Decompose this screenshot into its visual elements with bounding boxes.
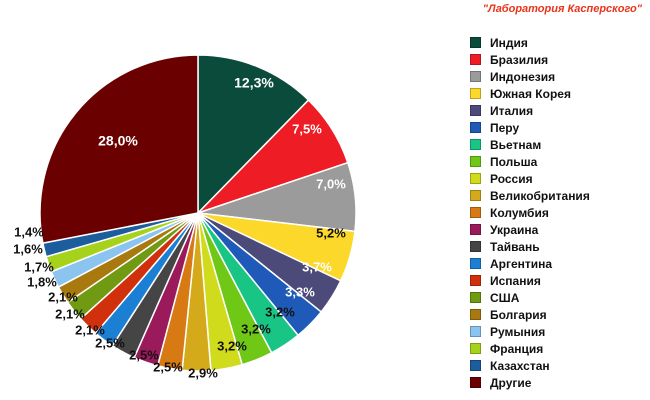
legend-item-20: Другие (470, 374, 590, 391)
legend-swatch (470, 326, 481, 337)
slice-value-label-11: 2,5% (129, 347, 159, 362)
slice-value-label-4: 3,7% (302, 259, 332, 274)
slice-value-label-9: 2,9% (188, 365, 218, 380)
legend-item-15: США (470, 289, 590, 306)
legend-label: Перу (490, 120, 520, 135)
legend-label: Румыния (490, 324, 546, 339)
legend-item-7: Польша (470, 153, 590, 170)
legend-swatch (470, 224, 481, 235)
legend-swatch (470, 37, 481, 48)
legend-label: Аргентина (490, 256, 553, 271)
legend-label: Италия (490, 103, 534, 118)
legend-label: Вьетнам (490, 137, 542, 152)
legend-label: Индонезия (490, 69, 556, 84)
slice-value-label-2: 7,0% (316, 176, 346, 191)
legend-swatch (470, 360, 481, 371)
legend-label: Колумбия (490, 205, 549, 220)
legend-item-3: Южная Корея (470, 85, 590, 102)
legend-item-10: Колумбия (470, 204, 590, 221)
pie-chart: 12,3% 7,5% 7,0% 5,2% 3,7% 3,3% 3,2% 3,2% 3,2% 2,9… (13, 54, 357, 380)
legend-item-17: Румыния (470, 323, 590, 340)
legend-swatch (470, 292, 481, 303)
legend-label: Польша (490, 154, 538, 169)
slice-value-label-3: 5,2% (316, 225, 346, 240)
legend-item-18: Франция (470, 340, 590, 357)
legend-item-19: Казахстан (470, 357, 590, 374)
legend-label: Тайвань (490, 239, 540, 254)
slice-value-label-20: 28,0% (98, 133, 138, 149)
slice-value-label-0: 12,3% (234, 75, 274, 91)
slice-value-label-19: 1,4% (14, 224, 44, 239)
legend-swatch (470, 71, 481, 82)
slice-value-label-18: 1,6% (13, 241, 43, 256)
legend-item-1: Бразилия (470, 51, 590, 68)
legend-item-6: Вьетнам (470, 136, 590, 153)
slice-value-label-17: 1,7% (24, 259, 54, 274)
legend-item-9: Великобритания (470, 187, 590, 204)
chart-legend: Индия Бразилия Индонезия Южная Корея Италия П… (470, 34, 590, 391)
legend-label: Казахстан (490, 358, 550, 373)
legend-label: Бразилия (490, 52, 549, 67)
legend-item-5: Перу (470, 119, 590, 136)
legend-item-13: Аргентина (470, 255, 590, 272)
legend-label: Украина (490, 222, 539, 237)
legend-label: Испания (490, 273, 541, 288)
slice-value-label-12: 2,5% (95, 335, 125, 350)
legend-item-14: Испания (470, 272, 590, 289)
legend-swatch (470, 105, 481, 116)
legend-swatch (470, 156, 481, 167)
legend-label: Болгария (490, 307, 547, 322)
slice-value-label-1: 7,5% (292, 121, 322, 136)
legend-swatch (470, 173, 481, 184)
legend-label: Россия (490, 171, 533, 186)
source-credit: "Лаборатория Касперского" (482, 3, 642, 15)
slice-value-label-6: 3,2% (265, 304, 295, 319)
slice-value-label-5: 3,3% (285, 284, 315, 299)
legend-item-16: Болгария (470, 306, 590, 323)
legend-item-2: Индонезия (470, 68, 590, 85)
legend-label: Южная Корея (490, 86, 571, 101)
legend-swatch (470, 207, 481, 218)
slice-value-label-14: 2,1% (55, 306, 85, 321)
legend-swatch (470, 343, 481, 354)
legend-item-12: Тайвань (470, 238, 590, 255)
slice-value-label-10: 2,5% (153, 359, 183, 374)
slice-value-label-16: 1,8% (27, 274, 57, 289)
legend-swatch (470, 122, 481, 133)
legend-item-11: Украина (470, 221, 590, 238)
legend-swatch (470, 377, 481, 388)
legend-swatch (470, 275, 481, 286)
pie-slice-20 (39, 54, 199, 245)
legend-swatch (470, 88, 481, 99)
legend-item-4: Италия (470, 102, 590, 119)
legend-swatch (470, 241, 481, 252)
legend-swatch (470, 309, 481, 320)
pie-slice-0 (197, 54, 310, 215)
legend-swatch (470, 139, 481, 150)
legend-label: Великобритания (490, 188, 590, 203)
legend-item-0: Индия (470, 34, 590, 51)
legend-label: США (490, 290, 520, 305)
legend-label: Другие (490, 375, 532, 390)
slice-value-label-13: 2,1% (75, 322, 105, 337)
legend-swatch (470, 190, 481, 201)
legend-swatch (470, 54, 481, 65)
slice-value-label-7: 3,2% (241, 321, 271, 336)
legend-label: Франция (490, 341, 544, 356)
legend-label: Индия (490, 35, 528, 50)
legend-swatch (470, 258, 481, 269)
slice-value-label-15: 2,1% (48, 289, 78, 304)
slice-value-label-8: 3,2% (217, 338, 247, 353)
legend-item-8: Россия (470, 170, 590, 187)
